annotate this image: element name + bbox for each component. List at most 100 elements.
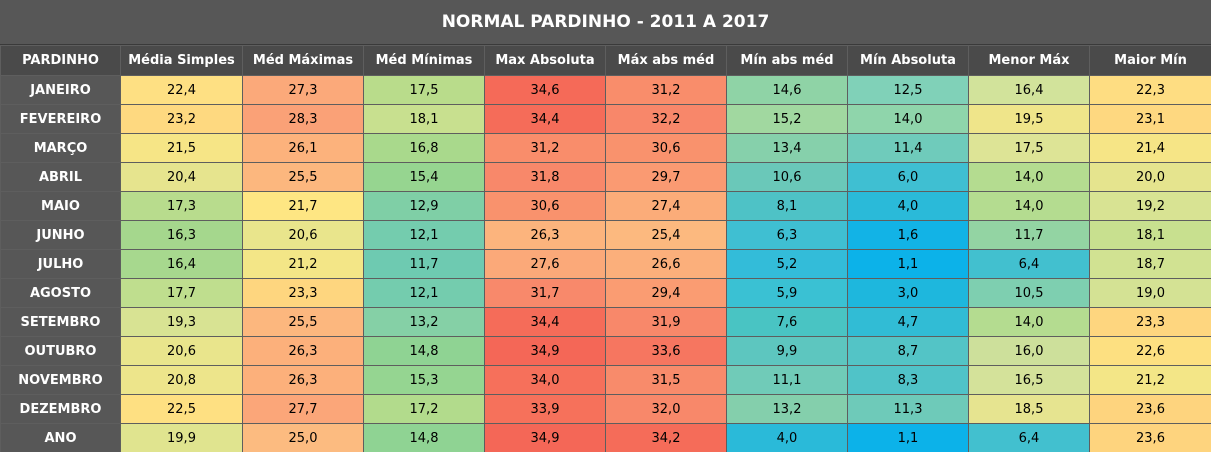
table-cell[interactable]: 21,4 bbox=[1089, 133, 1211, 163]
table-cell[interactable]: 34,2 bbox=[605, 423, 727, 452]
table-cell[interactable]: 16,8 bbox=[363, 133, 485, 163]
table-cell[interactable]: 16,5 bbox=[968, 365, 1090, 395]
table-cell[interactable]: 11,7 bbox=[968, 220, 1090, 250]
table-cell[interactable]: 12,1 bbox=[363, 278, 485, 308]
table-cell[interactable]: 13,2 bbox=[726, 394, 848, 424]
table-cell[interactable]: 34,9 bbox=[484, 336, 606, 366]
header-cell-max-absoluta[interactable]: Max Absoluta bbox=[484, 45, 606, 76]
table-cell[interactable]: 19,0 bbox=[1089, 278, 1211, 308]
table-cell[interactable]: 3,0 bbox=[847, 278, 969, 308]
table-cell[interactable]: 17,5 bbox=[968, 133, 1090, 163]
table-cell[interactable]: 32,2 bbox=[605, 104, 727, 134]
table-cell[interactable]: 22,5 bbox=[120, 394, 243, 424]
row-label[interactable]: JULHO bbox=[0, 249, 121, 279]
table-cell[interactable]: 20,4 bbox=[120, 162, 243, 192]
table-cell[interactable]: 14,0 bbox=[968, 191, 1090, 221]
table-cell[interactable]: 14,0 bbox=[847, 104, 969, 134]
row-label[interactable]: JUNHO bbox=[0, 220, 121, 250]
header-cell-media-simples[interactable]: Média Simples bbox=[120, 45, 243, 76]
table-cell[interactable]: 26,3 bbox=[484, 220, 606, 250]
table-cell[interactable]: 30,6 bbox=[605, 133, 727, 163]
table-cell[interactable]: 10,5 bbox=[968, 278, 1090, 308]
table-cell[interactable]: 1,1 bbox=[847, 423, 969, 452]
table-cell[interactable]: 31,2 bbox=[605, 75, 727, 105]
row-label[interactable]: MARÇO bbox=[0, 133, 121, 163]
table-cell[interactable]: 27,4 bbox=[605, 191, 727, 221]
table-cell[interactable]: 34,4 bbox=[484, 104, 606, 134]
table-cell[interactable]: 21,7 bbox=[242, 191, 364, 221]
table-cell[interactable]: 17,5 bbox=[363, 75, 485, 105]
table-cell[interactable]: 11,7 bbox=[363, 249, 485, 279]
table-cell[interactable]: 14,6 bbox=[726, 75, 848, 105]
table-cell[interactable]: 5,9 bbox=[726, 278, 848, 308]
row-label[interactable]: JANEIRO bbox=[0, 75, 121, 105]
table-cell[interactable]: 15,3 bbox=[363, 365, 485, 395]
table-cell[interactable]: 4,0 bbox=[726, 423, 848, 452]
table-cell[interactable]: 7,6 bbox=[726, 307, 848, 337]
table-cell[interactable]: 4,0 bbox=[847, 191, 969, 221]
table-cell[interactable]: 19,5 bbox=[968, 104, 1090, 134]
table-cell[interactable]: 1,6 bbox=[847, 220, 969, 250]
table-cell[interactable]: 34,6 bbox=[484, 75, 606, 105]
header-cell-min-absoluta[interactable]: Mín Absoluta bbox=[847, 45, 969, 76]
table-cell[interactable]: 26,3 bbox=[242, 365, 364, 395]
table-cell[interactable]: 18,1 bbox=[1089, 220, 1211, 250]
table-cell[interactable]: 16,3 bbox=[120, 220, 243, 250]
table-cell[interactable]: 21,2 bbox=[242, 249, 364, 279]
table-cell[interactable]: 12,9 bbox=[363, 191, 485, 221]
table-cell[interactable]: 6,3 bbox=[726, 220, 848, 250]
table-cell[interactable]: 10,6 bbox=[726, 162, 848, 192]
table-cell[interactable]: 23,3 bbox=[242, 278, 364, 308]
table-cell[interactable]: 21,2 bbox=[1089, 365, 1211, 395]
table-cell[interactable]: 18,5 bbox=[968, 394, 1090, 424]
table-cell[interactable]: 8,7 bbox=[847, 336, 969, 366]
row-label[interactable]: DEZEMBRO bbox=[0, 394, 121, 424]
table-cell[interactable]: 26,6 bbox=[605, 249, 727, 279]
table-cell[interactable]: 23,6 bbox=[1089, 394, 1211, 424]
row-label[interactable]: SETEMBRO bbox=[0, 307, 121, 337]
table-cell[interactable]: 25,5 bbox=[242, 162, 364, 192]
table-cell[interactable]: 26,1 bbox=[242, 133, 364, 163]
table-cell[interactable]: 19,3 bbox=[120, 307, 243, 337]
table-cell[interactable]: 25,5 bbox=[242, 307, 364, 337]
table-cell[interactable]: 23,6 bbox=[1089, 423, 1211, 452]
table-cell[interactable]: 29,7 bbox=[605, 162, 727, 192]
table-cell[interactable]: 23,2 bbox=[120, 104, 243, 134]
header-cell-min-abs-med[interactable]: Mín abs méd bbox=[726, 45, 848, 76]
table-cell[interactable]: 22,6 bbox=[1089, 336, 1211, 366]
table-cell[interactable]: 34,9 bbox=[484, 423, 606, 452]
table-cell[interactable]: 33,6 bbox=[605, 336, 727, 366]
table-cell[interactable]: 19,2 bbox=[1089, 191, 1211, 221]
table-cell[interactable]: 26,3 bbox=[242, 336, 364, 366]
table-cell[interactable]: 14,8 bbox=[363, 423, 485, 452]
header-cell-maior-min[interactable]: Maior Mín bbox=[1089, 45, 1211, 76]
header-cell-menor-max[interactable]: Menor Máx bbox=[968, 45, 1090, 76]
table-cell[interactable]: 11,3 bbox=[847, 394, 969, 424]
table-cell[interactable]: 16,4 bbox=[968, 75, 1090, 105]
table-cell[interactable]: 15,2 bbox=[726, 104, 848, 134]
table-cell[interactable]: 33,9 bbox=[484, 394, 606, 424]
table-cell[interactable]: 8,3 bbox=[847, 365, 969, 395]
table-cell[interactable]: 23,1 bbox=[1089, 104, 1211, 134]
header-cell-max-abs-med[interactable]: Máx abs méd bbox=[605, 45, 727, 76]
table-cell[interactable]: 16,0 bbox=[968, 336, 1090, 366]
table-cell[interactable]: 30,6 bbox=[484, 191, 606, 221]
table-cell[interactable]: 31,2 bbox=[484, 133, 606, 163]
table-cell[interactable]: 14,8 bbox=[363, 336, 485, 366]
table-cell[interactable]: 15,4 bbox=[363, 162, 485, 192]
table-cell[interactable]: 16,4 bbox=[120, 249, 243, 279]
table-cell[interactable]: 4,7 bbox=[847, 307, 969, 337]
row-label[interactable]: AGOSTO bbox=[0, 278, 121, 308]
header-cell-med-minimas[interactable]: Méd Mínimas bbox=[363, 45, 485, 76]
table-cell[interactable]: 23,3 bbox=[1089, 307, 1211, 337]
header-cell-location[interactable]: PARDINHO bbox=[0, 45, 121, 76]
table-cell[interactable]: 25,4 bbox=[605, 220, 727, 250]
table-cell[interactable]: 19,9 bbox=[120, 423, 243, 452]
table-cell[interactable]: 14,0 bbox=[968, 307, 1090, 337]
table-cell[interactable]: 18,7 bbox=[1089, 249, 1211, 279]
row-label[interactable]: NOVEMBRO bbox=[0, 365, 121, 395]
row-label[interactable]: ANO bbox=[0, 423, 121, 452]
table-cell[interactable]: 6,4 bbox=[968, 423, 1090, 452]
table-cell[interactable]: 18,1 bbox=[363, 104, 485, 134]
table-cell[interactable]: 34,4 bbox=[484, 307, 606, 337]
